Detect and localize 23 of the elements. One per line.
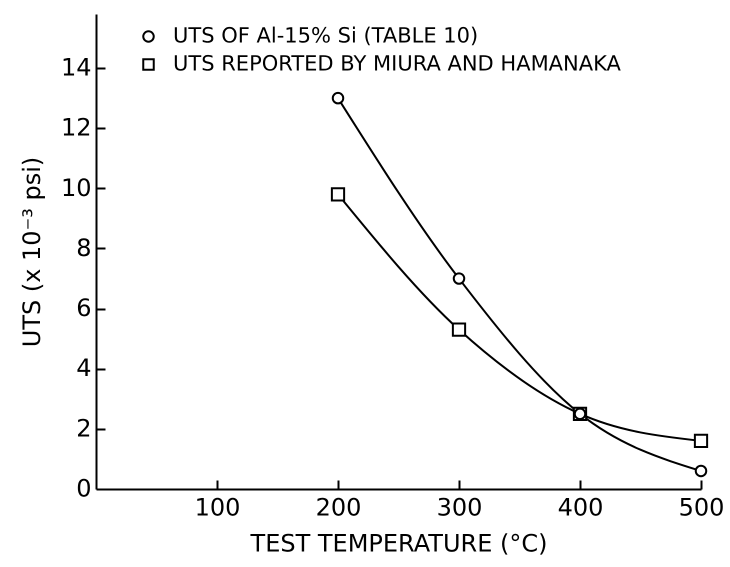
- point: [330, 187, 346, 202]
- point: [452, 322, 466, 337]
- y-tick-label: 6: [76, 294, 92, 322]
- y-tick-label: 4: [76, 354, 92, 382]
- point: [332, 92, 344, 104]
- x-tick-label: 100: [194, 494, 240, 522]
- y-tick-label: 0: [76, 474, 92, 502]
- point: [452, 272, 466, 285]
- y-tick-label: 2: [76, 414, 92, 442]
- y-tick-label: 14: [60, 54, 92, 82]
- y-tick-label: 8: [76, 234, 92, 262]
- legend-label: UTS OF Al-15% Si (TABLE 10): [173, 24, 478, 48]
- x-tick-label: 200: [316, 494, 362, 522]
- x-tick-label: 400: [558, 494, 604, 522]
- x-tick-label: 500: [678, 494, 724, 522]
- point: [694, 464, 708, 478]
- legend-label: UTS REPORTED BY MIURA AND HAMANAKA: [173, 52, 622, 76]
- x-tick-label: 300: [436, 494, 482, 522]
- y-tick-label: 10: [60, 174, 92, 202]
- point: [694, 434, 708, 448]
- y-axis-title: UTS (x 10⁻³ psi): [18, 156, 46, 348]
- x-axis-title: TEST TEMPERATURE (°C): [250, 530, 548, 558]
- y-tick-label: 12: [60, 114, 92, 142]
